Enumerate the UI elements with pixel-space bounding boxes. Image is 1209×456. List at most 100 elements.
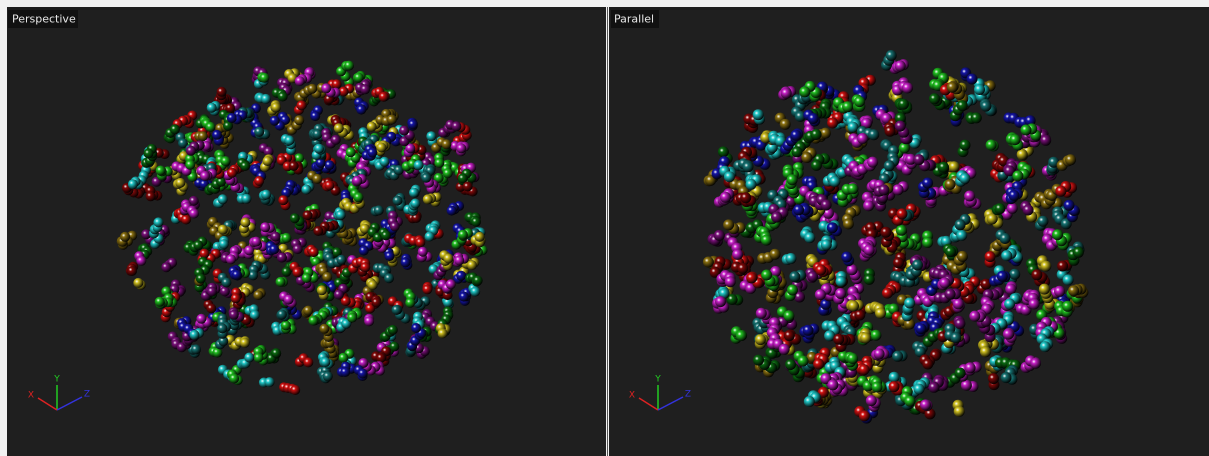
- atom: [324, 180, 334, 190]
- atom: [240, 218, 250, 228]
- atom: [1003, 329, 1014, 340]
- atom: [425, 232, 435, 242]
- atom: [1068, 285, 1079, 296]
- atom: [827, 222, 838, 233]
- atom: [189, 209, 199, 219]
- atom: [263, 156, 273, 166]
- atom: [860, 332, 871, 343]
- atom: [217, 323, 227, 333]
- atom: [170, 124, 180, 134]
- atom: [320, 357, 330, 367]
- atom: [848, 301, 859, 312]
- atom: [414, 160, 424, 170]
- atom: [253, 290, 263, 300]
- atom: [875, 308, 886, 319]
- atom: [1005, 284, 1016, 295]
- atom: [1064, 200, 1075, 211]
- atom: [1012, 170, 1023, 181]
- atom: [922, 178, 933, 189]
- atom: [938, 162, 949, 173]
- atom: [945, 289, 956, 300]
- atom: [1007, 203, 1018, 214]
- atom: [959, 173, 970, 184]
- atom: [886, 50, 897, 61]
- atom: [473, 276, 483, 286]
- atom: [278, 92, 288, 102]
- atom: [323, 371, 333, 381]
- atom: [334, 290, 344, 300]
- atom: [207, 103, 217, 113]
- atom: [720, 192, 731, 203]
- atom: [367, 148, 377, 158]
- atom: [770, 249, 781, 260]
- atom: [392, 305, 402, 315]
- atom: [893, 184, 904, 195]
- z-label: Z: [84, 390, 90, 400]
- atom: [898, 99, 909, 110]
- atom: [950, 332, 961, 343]
- atom: [294, 115, 304, 125]
- atom: [387, 115, 397, 125]
- atom: [229, 374, 239, 384]
- atom: [278, 195, 288, 205]
- atom: [456, 143, 466, 153]
- atom: [725, 276, 736, 287]
- atom: [191, 344, 201, 354]
- y-label: Y: [654, 375, 661, 385]
- atom: [269, 244, 279, 254]
- atom: [277, 310, 287, 320]
- atom: [347, 313, 357, 323]
- atom: [314, 144, 324, 154]
- atom: [240, 338, 250, 348]
- atom: [785, 359, 796, 370]
- atom: [843, 218, 854, 229]
- atom: [221, 156, 231, 166]
- atom: [784, 330, 795, 341]
- atom: [980, 346, 991, 357]
- atom: [303, 210, 313, 220]
- atom: [284, 295, 294, 305]
- atom: [426, 131, 436, 141]
- atom: [785, 253, 796, 264]
- atom: [955, 368, 966, 379]
- atom: [789, 271, 800, 282]
- atom: [364, 316, 374, 326]
- atom: [352, 176, 362, 186]
- atom: [261, 94, 271, 104]
- atom: [133, 278, 143, 288]
- atom: [922, 237, 933, 248]
- atom: [254, 353, 264, 363]
- atom: [408, 119, 418, 129]
- atom: [847, 122, 858, 133]
- atom: [771, 212, 782, 223]
- atom: [196, 274, 206, 284]
- atom: [241, 194, 251, 204]
- atom: [827, 379, 838, 390]
- atom: [842, 101, 853, 112]
- atom: [421, 173, 431, 183]
- atom: [259, 73, 269, 83]
- atom: [859, 364, 870, 375]
- atom: [841, 252, 852, 263]
- atom: [866, 395, 877, 406]
- atom: [904, 298, 915, 309]
- atom: [1010, 134, 1021, 145]
- atom: [971, 112, 982, 123]
- atom: [307, 84, 317, 94]
- atom: [393, 196, 403, 206]
- atom: [945, 179, 956, 190]
- atom: [811, 160, 822, 171]
- atom: [297, 100, 307, 110]
- atom: [872, 382, 883, 393]
- atom: [229, 310, 239, 320]
- atom: [227, 168, 237, 178]
- atom: [155, 297, 165, 307]
- atom: [779, 344, 790, 355]
- atom: [271, 102, 281, 112]
- atom: [953, 298, 964, 309]
- atom: [205, 122, 215, 132]
- atom: [847, 353, 858, 364]
- atom: [344, 61, 354, 71]
- atom: [715, 296, 726, 307]
- atom: [217, 87, 227, 97]
